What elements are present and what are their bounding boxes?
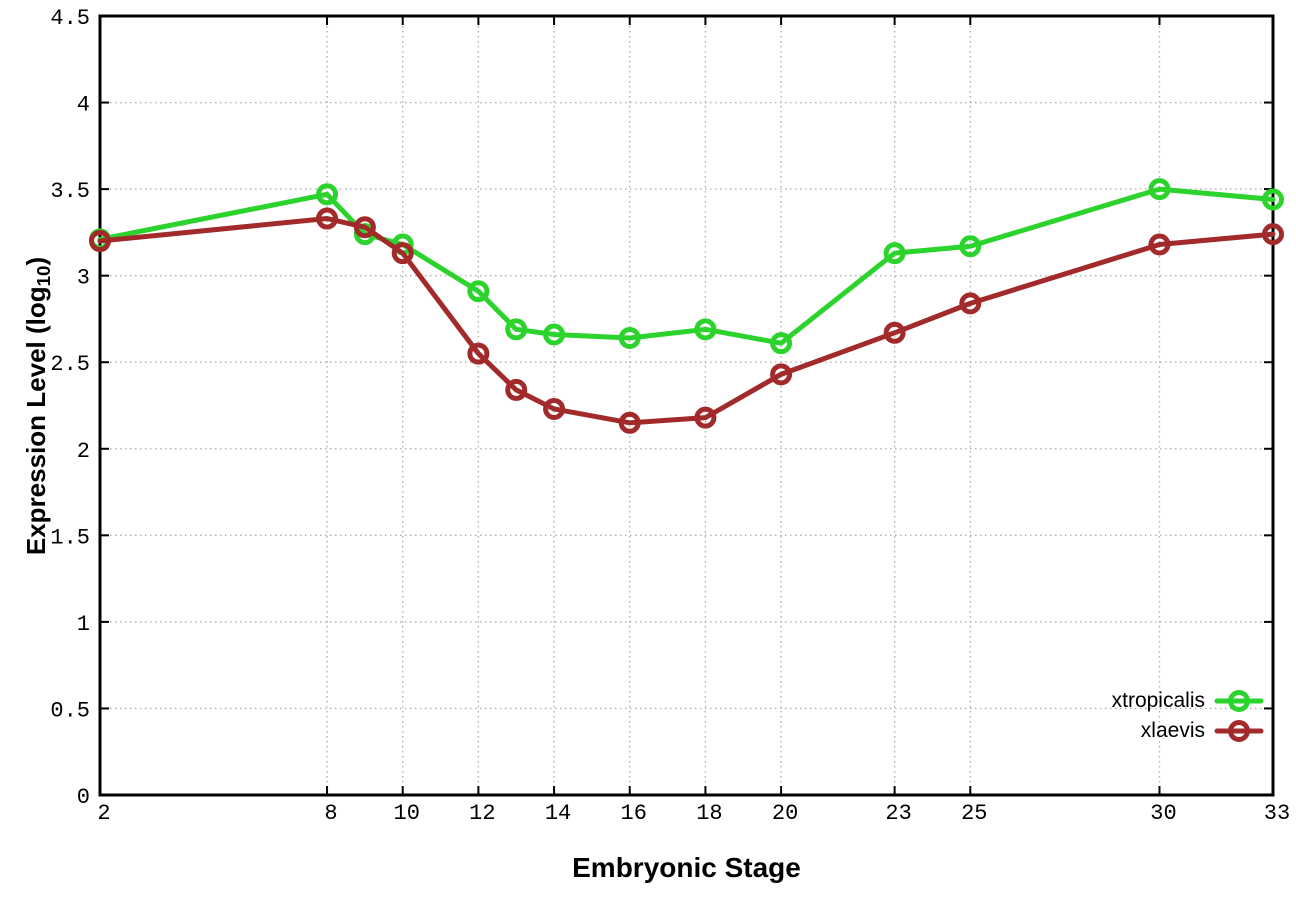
legend-label-xlaevis: xlaevis (1140, 719, 1205, 742)
legend-marker-xtropicalis (1228, 690, 1250, 712)
x-tick-label: 18 (696, 801, 722, 826)
data-point-xtropicalis (883, 242, 906, 265)
y-tick-label: 0.5 (50, 698, 90, 723)
legend-sample-xtropicalis (1214, 690, 1264, 712)
data-point-xlaevis (694, 406, 717, 429)
tick-marks (99, 15, 1274, 796)
x-tick-label: 12 (469, 801, 495, 826)
data-point-xlaevis (543, 397, 566, 420)
series-xlaevis (89, 207, 1284, 434)
data-point-xlaevis (618, 411, 641, 434)
x-tick-label: 16 (621, 801, 647, 826)
data-point-xlaevis (1148, 233, 1171, 256)
series (89, 178, 1284, 434)
data-point-xtropicalis (694, 318, 717, 341)
data-point-xlaevis (467, 342, 490, 365)
data-point-xtropicalis (505, 318, 528, 341)
y-tick-labels: 0 0.5 1 1.5 2 2.5 3 3.5 4 4.5 (50, 6, 90, 810)
y-tick-label: 2 (77, 439, 90, 464)
data-point-xtropicalis (1148, 178, 1171, 201)
data-point-xlaevis (1262, 223, 1284, 246)
x-tick-label: 25 (961, 801, 987, 826)
x-tick-labels: 2 8 10 12 14 16 18 20 23 25 30 33 (97, 801, 1290, 826)
data-point-xlaevis (959, 292, 982, 315)
y-tick-label: 3.5 (50, 179, 90, 204)
data-point-xtropicalis (467, 280, 490, 303)
legend-sample-xlaevis (1214, 720, 1264, 742)
legend-label-xtropicalis: xtropicalis (1111, 689, 1205, 712)
x-tick-label: 8 (324, 801, 337, 826)
data-point-xlaevis (883, 321, 906, 344)
x-tick-label: 14 (545, 801, 571, 826)
legend-samples (1214, 690, 1264, 742)
data-point-xlaevis (505, 378, 528, 401)
y-tick-label: 1 (77, 612, 90, 637)
y-axis-title-subscript: 10 (33, 265, 55, 287)
y-tick-label: 4 (77, 93, 90, 118)
data-point-xtropicalis (618, 326, 641, 349)
y-tick-label: 1.5 (50, 525, 90, 550)
series-line-xlaevis (97, 216, 1276, 426)
x-tick-label: 20 (772, 801, 798, 826)
y-tick-label: 3 (77, 266, 90, 291)
data-point-xtropicalis (543, 323, 566, 346)
data-point-xlaevis (89, 230, 111, 253)
gridlines (100, 16, 1273, 795)
x-tick-label: 2 (97, 801, 110, 826)
data-point-xtropicalis (316, 183, 339, 206)
y-tick-label: 4.5 (50, 6, 90, 31)
x-axis-title: Embryonic Stage (572, 852, 801, 883)
data-point-xlaevis (353, 216, 376, 239)
data-point-xlaevis (391, 242, 414, 265)
data-point-xtropicalis (1262, 188, 1284, 211)
plot-border (98, 14, 1275, 797)
x-tick-label: 33 (1264, 801, 1290, 826)
y-axis-title-main: Expression Level (log (20, 286, 51, 556)
y-tick-label: 0 (77, 785, 90, 810)
legend-marker-xlaevis (1228, 720, 1250, 742)
y-tick-label: 2.5 (50, 352, 90, 377)
x-tick-label: 10 (394, 801, 420, 826)
data-point-xtropicalis (770, 332, 793, 355)
y-axis-title-close: ) (20, 256, 51, 266)
border-rect (98, 14, 1275, 797)
data-point-xlaevis (316, 207, 339, 230)
x-tick-label: 23 (885, 801, 911, 826)
data-point-xlaevis (770, 363, 793, 386)
data-point-xtropicalis (959, 235, 982, 258)
x-tick-label: 30 (1150, 801, 1176, 826)
y-axis-title: Expression Level (log10) (21, 257, 55, 555)
series-xtropicalis (89, 178, 1284, 355)
